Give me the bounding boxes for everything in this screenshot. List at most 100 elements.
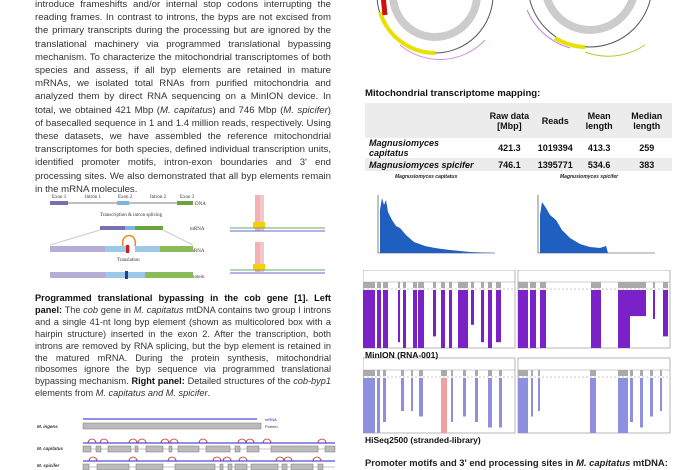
label-exon3: Exon 3 (180, 195, 195, 200)
coverage-bar (418, 290, 424, 348)
heading-text: Promoter motifs and 3' end processing si… (365, 457, 577, 468)
coverage-bar (660, 378, 662, 411)
cell-species: Magnusiomyces spicifer (369, 159, 474, 170)
mapping-section: Mitochondrial transcriptome mapping: Raw… (365, 88, 672, 171)
label-mrna: mRNA (190, 227, 205, 232)
step-transcription: Transcription & intron splicing (100, 213, 163, 218)
coverage-bar (475, 378, 478, 422)
coverage-bar (591, 290, 601, 348)
intron-arc (160, 438, 170, 444)
coverage-bar (403, 290, 406, 348)
intron-arc (128, 456, 138, 462)
highlighted-region (441, 378, 447, 433)
species-ingens: M. ingens (37, 424, 58, 429)
cell-raw: 421.3 (498, 143, 521, 153)
intron-arc (87, 438, 97, 444)
label-intron2: Intron 2 (150, 195, 166, 200)
coverage-bar (413, 290, 417, 348)
intro-text: introduce frameshifts and/or internal st… (35, 0, 331, 116)
coverage-panels (363, 270, 671, 434)
caption-bold: Right panel: (131, 376, 185, 387)
intron-arc (137, 438, 147, 444)
exon (177, 445, 200, 453)
coverage-bar (463, 378, 466, 417)
cell-reads: 1019394 (537, 143, 573, 153)
exon (95, 445, 102, 453)
exon (324, 445, 336, 453)
figure-caption: Programmed translational bypassing in th… (35, 293, 331, 400)
coverage-bar (433, 290, 436, 337)
coverage-bar (377, 378, 380, 433)
cell-species: Magnusiomyces capitatus (369, 138, 440, 158)
read-length-histograms (377, 195, 655, 254)
coverage-bar (663, 290, 668, 337)
coverage-bar (518, 378, 528, 433)
coverage-bar (590, 378, 596, 433)
caption-italic: cob (83, 304, 98, 315)
coverage-bar (383, 378, 386, 422)
intron-arc (262, 438, 272, 444)
label-exon2: Exon 2 (118, 195, 133, 200)
species-name: M. capitatus (159, 104, 213, 116)
coverage-bar (499, 378, 502, 428)
legend-mrna: mRNA (265, 417, 277, 422)
exon (250, 463, 279, 470)
coverage-bar (441, 290, 445, 348)
coverage-bar (481, 290, 484, 343)
table-header-row: Raw data [Mbp] Reads Mean length Median … (365, 103, 672, 138)
coverage-bar (363, 290, 375, 348)
intron-arc (245, 438, 255, 444)
exon (290, 463, 314, 470)
exon (270, 445, 319, 453)
histogram-capitatus (380, 198, 495, 253)
histogram-spicifer (540, 202, 608, 253)
table-row: Magnusiomyces spicifer 746.1 1395771 534… (365, 158, 672, 171)
header-reads: Reads (541, 115, 569, 126)
intron-arc (238, 456, 248, 462)
coverage-bar (398, 290, 400, 343)
exon (219, 463, 224, 470)
coverage-bar (488, 378, 492, 428)
coverage-bar (618, 378, 628, 433)
heading-italic: M. capitatus (576, 457, 631, 468)
cell-median: 259 (639, 143, 655, 153)
intron-arc (237, 438, 247, 444)
caption-text: . (207, 388, 211, 399)
caption-text: The (62, 304, 84, 315)
exon (246, 445, 260, 453)
intron-arc (275, 456, 285, 462)
intron-arc (212, 456, 222, 462)
label-dna: DNA (195, 202, 206, 207)
cell-reads: 1395771 (537, 159, 573, 170)
intron-arc (198, 438, 208, 444)
label-exon1: Exon 1 (52, 195, 67, 200)
exon (317, 463, 324, 470)
exon (227, 463, 233, 470)
coverage-bar (449, 290, 452, 348)
species-spicifer: M. spicifer (37, 463, 60, 468)
coverage-bar (538, 378, 540, 411)
coverage-bar (640, 378, 643, 428)
species-capitatus: M. capitatus (37, 446, 64, 451)
byp-structure-capitatus (230, 195, 325, 232)
intron-arc (99, 438, 109, 444)
intro-text: ) of basecalled sequence in 1 and 1.4 mi… (35, 104, 331, 195)
caption-italic: M. capitatus and M. spicifer (95, 388, 208, 399)
histogram-title-spicifer: Magnusiomyces spicifer (560, 174, 619, 180)
mitochondrial-genome-maps (376, 0, 651, 61)
caption-title: Programmed translational bypassing in th… (35, 293, 331, 315)
cell-mean: 413.3 (587, 143, 611, 153)
exon (174, 463, 216, 470)
coverage-bar (653, 290, 655, 319)
intron-arc (167, 456, 177, 462)
intro-paragraph: introduce frameshifts and/or internal st… (35, 0, 331, 196)
caption-text: gene in (98, 304, 134, 315)
hiseq-label: HiSeq2500 (stranded-library) (365, 435, 481, 445)
label-mrna-2: mRNA (190, 249, 205, 254)
label-intron1: Intron 1 (85, 195, 101, 200)
caption-italic: cob-byp1 (293, 376, 331, 387)
promoter-heading: Promoter motifs and 3' end processing si… (365, 457, 668, 468)
coverage-bar (630, 290, 646, 317)
byp-figure: Exon 1 Intron 1 Exon 2 Intron 2 Exon 3 D… (49, 195, 325, 280)
caption-text: elements from (35, 388, 96, 399)
